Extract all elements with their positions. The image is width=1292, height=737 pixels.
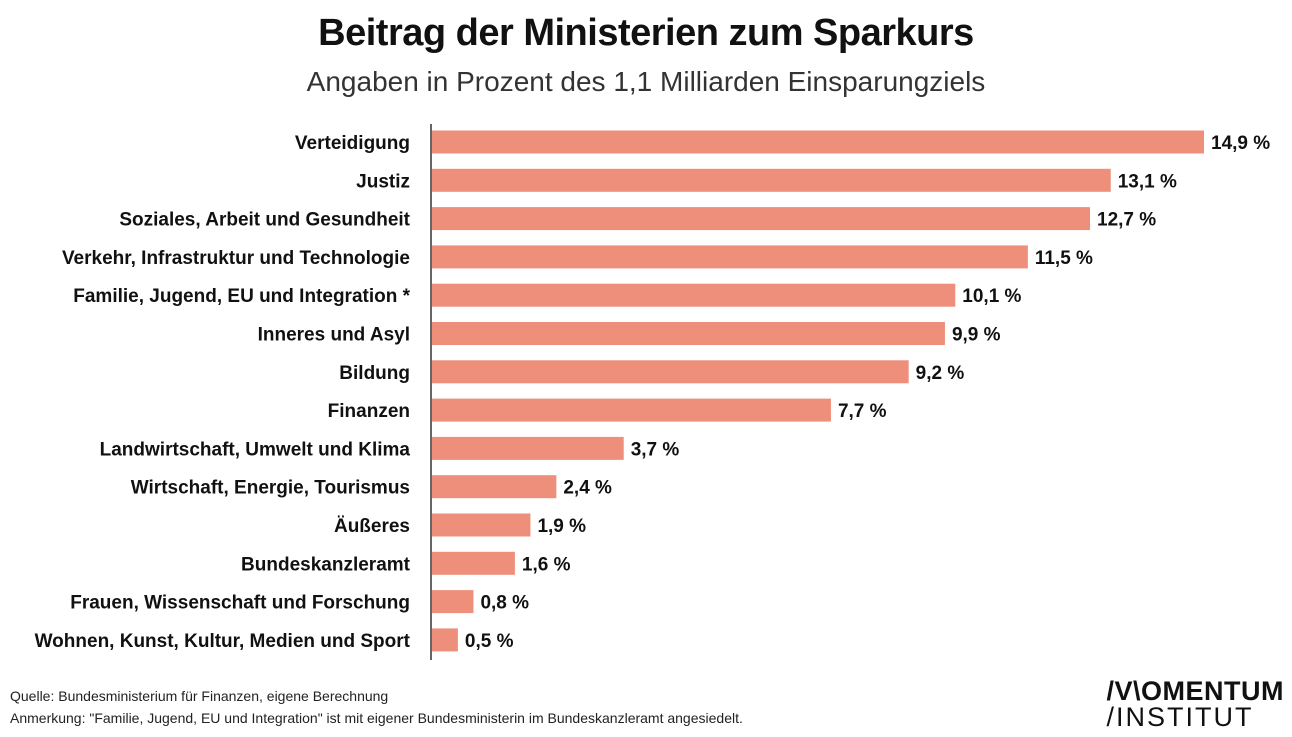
category-label: Landwirtschaft, Umwelt und Klima [100,439,411,460]
logo-line-2: /INSTITUT [1106,702,1254,732]
value-label: 10,1 % [962,286,1021,307]
bar [432,168,1111,192]
value-label: 11,5 % [1035,248,1093,269]
category-label: Inneres und Asyl [258,325,410,346]
category-label: Wohnen, Kunst, Kultur, Medien und Sport [35,631,411,652]
value-label: 9,2 % [916,363,965,384]
logo-line-1: /V\OMENTUM [1106,676,1284,706]
bar [432,283,956,307]
value-label: 12,7 % [1097,210,1156,231]
category-label: Verkehr, Infrastruktur und Technologie [62,248,410,269]
bar [432,628,458,652]
bar [432,590,474,614]
category-label: Verteidigung [295,133,410,154]
bar [432,475,557,499]
value-label: 2,4 % [563,478,612,499]
value-label: 1,6 % [522,554,571,575]
bar [432,207,1091,231]
value-label: 13,1 % [1118,171,1177,192]
category-label: Wirtschaft, Energie, Tourismus [131,478,410,499]
bar [432,398,831,422]
category-label: Bildung [339,363,410,384]
category-label: Finanzen [328,401,410,422]
category-label: Familie, Jugend, EU und Integration * [73,286,410,307]
value-label: 0,8 % [480,593,529,614]
bar [432,436,624,460]
bar-chart: Verteidigung 14,9 % Justiz 13,1 % Soziales, … [35,124,1270,660]
value-label: 7,7 % [838,401,887,422]
momentum-institut-logo: /V\OMENTUM /INSTITUT [1106,676,1285,732]
bar [432,322,945,345]
category-label: Frauen, Wissenschaft und Forschung [70,593,410,614]
value-label: 9,9 % [952,325,1001,346]
bar [432,245,1028,269]
value-label: 1,9 % [537,516,586,537]
category-label: Äußeres [334,516,410,537]
bar [432,360,909,384]
category-label: Soziales, Arbeit und Gesundheit [119,210,410,231]
annotation-note: Anmerkung: "Familie, Jugend, EU und Inte… [10,710,743,726]
bar [432,130,1204,154]
chart-title: Beitrag der Ministerien zum Sparkurs [318,12,974,54]
category-label: Justiz [356,171,410,192]
value-label: 14,9 % [1211,133,1270,154]
category-label: Bundeskanzleramt [241,554,411,575]
bar [432,551,515,575]
value-label: 3,7 % [631,439,680,460]
source-note: Quelle: Bundesministerium für Finanzen, … [10,688,389,704]
value-label: 0,5 % [465,631,514,652]
bar [432,513,531,537]
chart-subtitle: Angaben in Prozent des 1,1 Milliarden Ei… [306,66,986,97]
